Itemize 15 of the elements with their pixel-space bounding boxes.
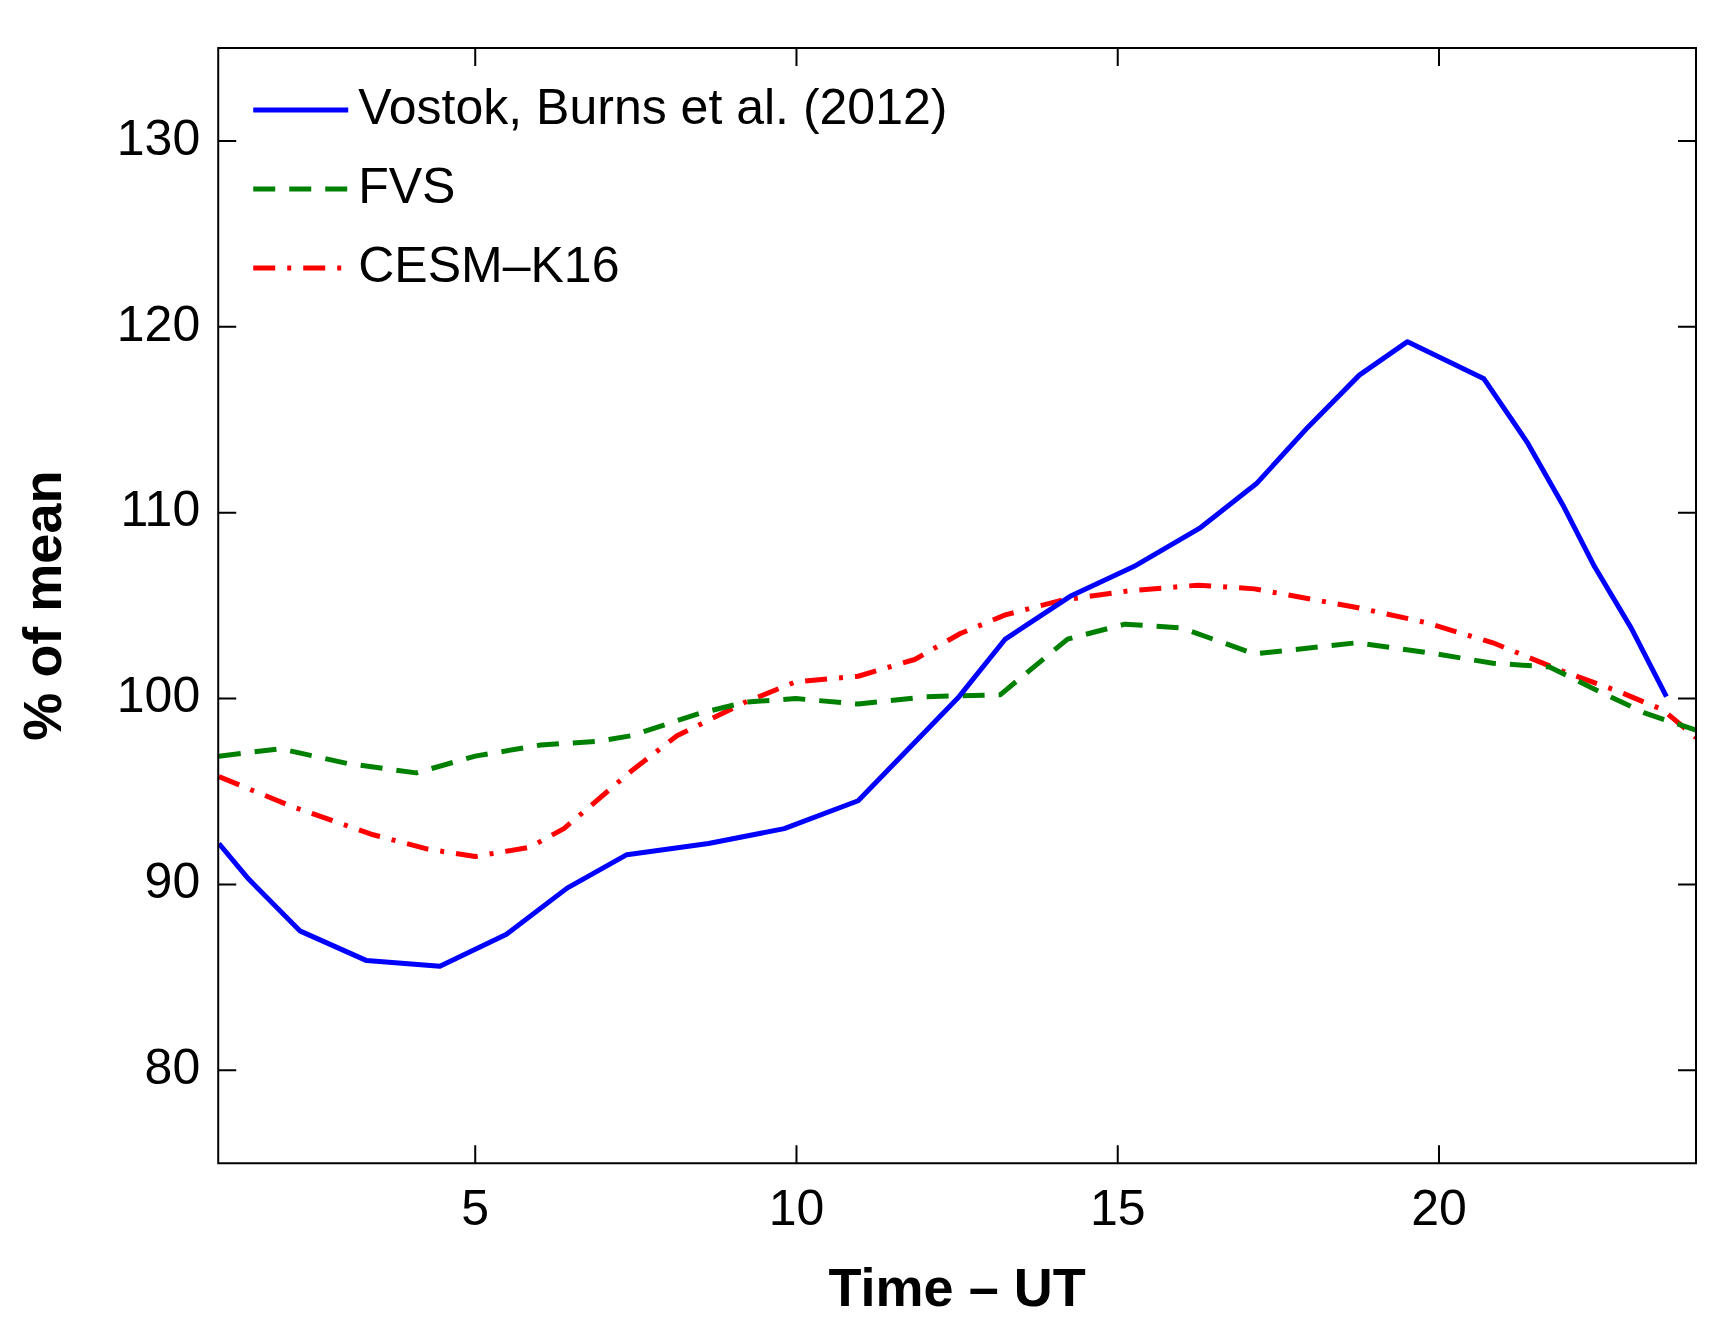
y-tick-label: 120 [116,295,201,352]
y-axis-title: % of mean [12,470,73,741]
legend-label: Vostok, Burns et al. (2012) [358,78,948,135]
x-tick-label: 20 [1411,1179,1467,1236]
x-tick-label: 5 [461,1179,490,1236]
x-tick-label: 15 [1089,1179,1146,1236]
y-tick-label: 100 [116,667,201,724]
x-axis-title: Time – UT [828,1257,1086,1318]
y-tick-label: 90 [144,853,201,910]
y-tick-label: 110 [120,481,201,538]
y-tick-label: 80 [144,1039,201,1096]
legend-label: FVS [358,157,456,214]
y-tick-label: 130 [116,109,201,166]
x-tick-label: 10 [768,1179,825,1236]
legend-label: CESM–K16 [358,236,620,293]
